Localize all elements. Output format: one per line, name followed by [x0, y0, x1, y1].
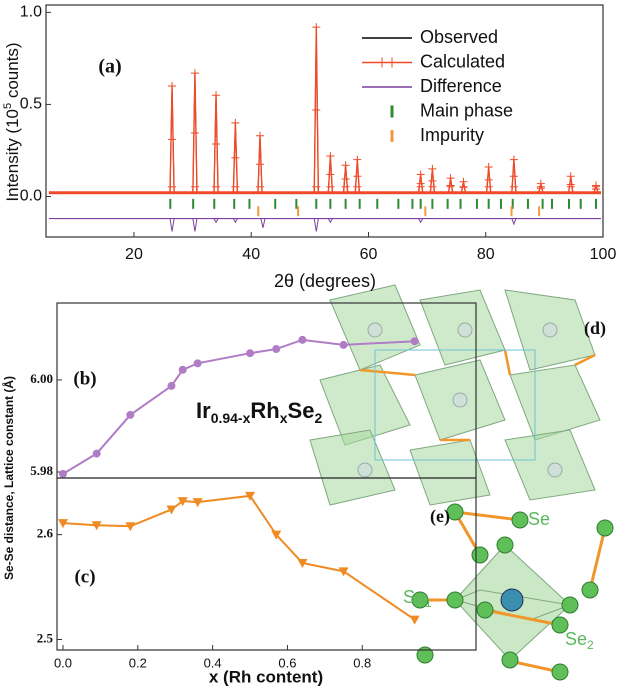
marker	[410, 616, 420, 625]
panel-label: (d)	[584, 318, 606, 339]
legend-label: Main phase	[420, 100, 513, 120]
octahedron	[412, 504, 613, 680]
atom-label: Se1	[403, 587, 432, 610]
x-tick-label: 40	[242, 246, 260, 263]
peak-marker	[510, 156, 518, 187]
y-tick-label: 1.0	[20, 4, 42, 21]
peak-marker	[537, 180, 545, 189]
peak	[170, 219, 174, 232]
peak	[314, 219, 318, 232]
x-tick-label: 0.8	[353, 655, 371, 670]
marker	[339, 567, 349, 576]
peak	[512, 219, 516, 225]
x-tick-label: 20	[125, 246, 143, 263]
x-axis-label: 2θ (degrees)	[274, 271, 376, 291]
marker	[179, 366, 187, 374]
formula: Ir0.94-xRhxSe2	[196, 398, 322, 426]
x-tick-label: 0.2	[129, 655, 147, 670]
marker	[167, 382, 175, 390]
y-axis-label: Intensity (105 counts)	[2, 42, 23, 201]
y-tick-label: 0.0	[20, 188, 42, 205]
marker	[411, 337, 419, 345]
y-axis-label: Se-Se distance, Lattice constant (Å)	[1, 376, 16, 580]
peak-marker	[459, 178, 467, 188]
marker	[246, 349, 254, 357]
marker	[126, 411, 134, 419]
series-line	[63, 496, 415, 620]
peak-marker	[592, 181, 600, 189]
peak	[261, 219, 265, 228]
atom-label: Se2	[565, 629, 594, 652]
panel-label: (c)	[74, 566, 95, 587]
legend-label: Impurity	[420, 125, 484, 145]
panel-label: (b)	[73, 368, 96, 389]
y-tick-label: 2.5	[37, 630, 54, 645]
marker	[340, 341, 348, 349]
marker	[194, 359, 202, 367]
crystal-structure	[310, 285, 600, 505]
peak-marker	[326, 152, 334, 187]
plot-frame	[57, 478, 476, 650]
peak-marker	[447, 174, 455, 187]
x-tick-label: 0.0	[54, 655, 72, 670]
panel-label: (a)	[98, 56, 121, 78]
x-tick-label: 80	[477, 246, 495, 263]
peak-marker	[567, 172, 575, 187]
y-tick-label: 2.6	[37, 526, 54, 541]
marker	[298, 336, 306, 344]
peak-marker	[353, 156, 361, 187]
legend-label: Calculated	[420, 51, 505, 71]
peak	[193, 219, 197, 232]
x-tick-label: 60	[360, 246, 378, 263]
y-tick-label: 6.00	[30, 371, 53, 386]
atom-label: Se	[528, 509, 550, 529]
marker	[59, 470, 67, 478]
marker	[93, 450, 101, 458]
x-axis-label: x (Rh content)	[209, 667, 323, 686]
figure: (d) (e) Se Se1 Se2 Intensity (105 counts…	[0, 0, 626, 688]
x-tick-label: 100	[590, 246, 617, 263]
legend-label: Observed	[420, 27, 498, 47]
panel-label: (e)	[430, 506, 450, 527]
y-tick-label: 5.98	[30, 463, 53, 478]
plot-frame	[46, 5, 603, 237]
legend-label: Difference	[420, 76, 502, 96]
marker	[272, 345, 280, 353]
y-tick-label: 0.5	[20, 96, 42, 113]
